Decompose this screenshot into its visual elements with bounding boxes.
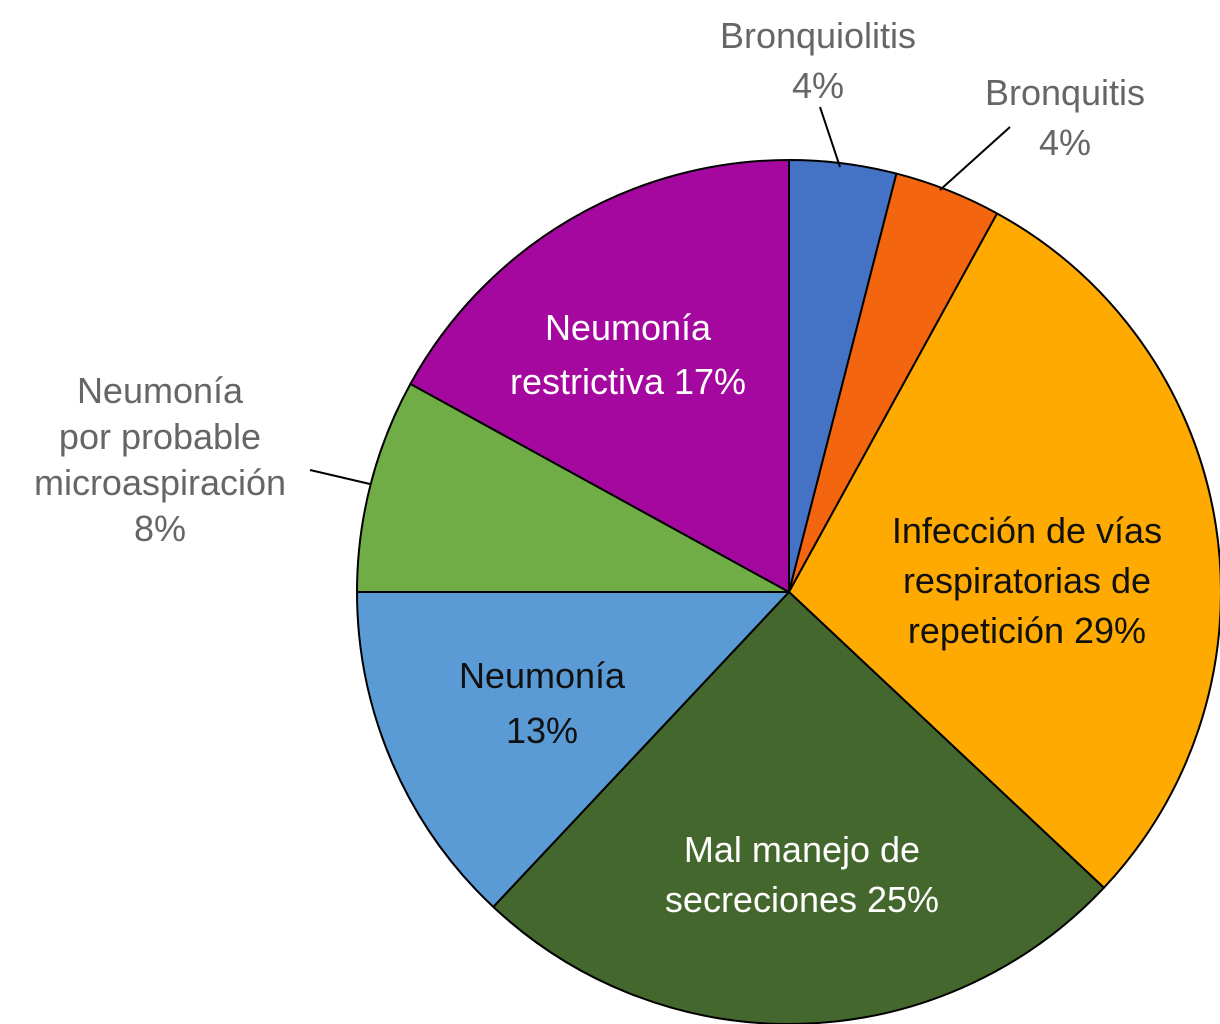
slice-label-line: Neumonía [77, 370, 244, 411]
slice-label-line: 8% [134, 508, 186, 549]
slice-label-line: restrictiva 17% [510, 361, 746, 402]
slice-label-line: microaspiración [34, 462, 286, 503]
slice-label-line: Infección de vías [892, 510, 1162, 551]
pie-slice-infeccion-de-vias-respiratorias-de-repeticion [788, 212, 1220, 889]
pie-slice-neumonia [356, 591, 790, 908]
slice-label-line: Neumonía [459, 655, 626, 696]
slice-labels: Bronquiolitis 4% Bronquitis 4% Infección de … [34, 15, 1162, 920]
slice-label-line: por probable [59, 416, 261, 457]
leader-line-bronquiolitis [819, 106, 841, 168]
slice-label-line: secreciones 25% [665, 879, 939, 920]
slice-label-neumonia-restrictiva: Neumonía restrictiva 17% [510, 307, 746, 402]
slice-label-infeccion-de-vias-respiratorias-de-repeticion: Infección de vías respiratorias de repetic… [892, 510, 1162, 651]
pie-slice-neumonia-por-probable-microaspiracion [356, 382, 790, 593]
slice-label-line: Mal manejo de [684, 829, 920, 870]
slice-label-line: 4% [1039, 122, 1091, 163]
slice-label-line: 4% [792, 65, 844, 106]
slice-label-neumonia-por-probable-microaspiracion: Neumonía por probable microaspiración 8% [34, 370, 286, 549]
slice-label-line: Bronquiolitis [720, 15, 916, 56]
pie-slice-neumonia-restrictiva [409, 159, 790, 593]
slice-label-mal-manejo-de-secreciones: Mal manejo de secreciones 25% [665, 829, 939, 920]
slice-label-bronquitis: Bronquitis 4% [985, 72, 1145, 163]
slice-label-line: respiratorias de [903, 560, 1151, 601]
slice-label-line: repetición 29% [908, 610, 1146, 651]
slice-label-neumonia: Neumonía 13% [459, 655, 626, 751]
slice-label-line: 13% [506, 710, 578, 751]
pie-slices [356, 159, 1220, 1024]
leader-line-neumonia-por-probable-microaspiracion [309, 469, 371, 485]
slice-label-line: Bronquitis [985, 72, 1145, 113]
leader-line-bronquitis [939, 126, 1011, 191]
slice-label-line: Neumonía [545, 307, 712, 348]
slice-label-bronquiolitis: Bronquiolitis 4% [720, 15, 916, 106]
leader-lines [309, 106, 1011, 485]
